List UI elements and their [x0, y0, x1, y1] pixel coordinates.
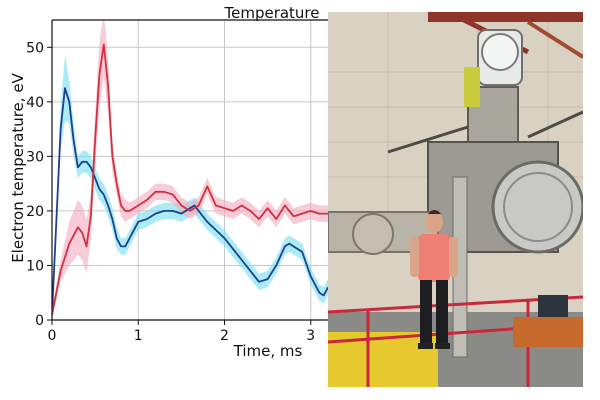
y-tick-label: 20 [26, 204, 44, 220]
x-tick-label: 3 [306, 328, 315, 344]
y-tick-label: 0 [35, 313, 44, 329]
y-tick-label: 10 [26, 258, 44, 274]
laptop [538, 295, 568, 317]
axes [47, 19, 328, 325]
series-0-line [52, 87, 328, 315]
crane-beam-2 [526, 20, 583, 59]
vacuum-chamber [328, 29, 583, 358]
lab-photo-illustration [328, 12, 583, 387]
x-axis-label: Time, ms [233, 342, 303, 360]
y-tick-label: 30 [26, 149, 44, 165]
y-axis-label: Electron temperature, eV [9, 72, 27, 262]
x-tick-label: 1 [134, 328, 143, 344]
y-tick-label: 40 [26, 95, 44, 111]
x-tick-label: 0 [48, 328, 57, 344]
person [410, 210, 458, 349]
series-1-line [52, 43, 328, 315]
uncertainty-bands [52, 20, 328, 320]
series-lines [52, 43, 328, 315]
series-0-band [52, 55, 328, 320]
y-tick-label: 50 [26, 40, 44, 56]
desk [513, 317, 583, 347]
chart-title: Temperature [223, 4, 319, 22]
lab-photo [328, 12, 583, 387]
ceiling-beam [428, 12, 583, 22]
x-tick-label: 2 [220, 328, 229, 344]
